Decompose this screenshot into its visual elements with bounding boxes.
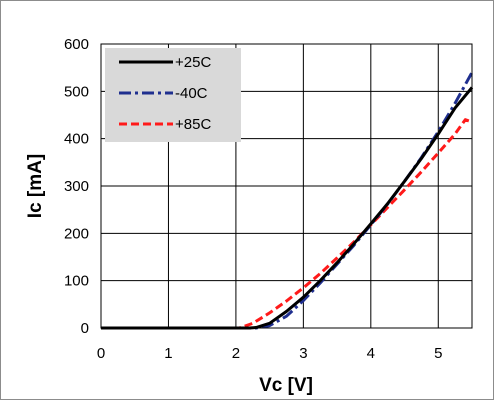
y-tick-label: 0 [81,320,89,337]
y-tick-label: 500 [64,83,89,100]
y-tick-label: 300 [64,178,89,195]
plot-border [100,43,473,329]
legend-label-1: -40C [175,85,208,102]
legend-label-2: +85C [175,116,211,133]
x-tick-label: 2 [232,345,240,362]
x-axis-title: Vc [V] [259,375,313,396]
x-tick-label: 3 [299,345,307,362]
y-tick-label: 100 [64,273,89,290]
y-tick-label: 400 [64,131,89,148]
y-tick-label: 600 [64,36,89,53]
x-tick-label: 1 [164,345,172,362]
x-tick-label: 0 [97,345,105,362]
x-tick-label: 5 [434,345,442,362]
y-axis-title: Ic [mA] [25,154,46,218]
legend-box [105,48,241,142]
legend: +25C -40C +85C [105,48,241,142]
tick-labels: 0 1 2 3 4 5 0 100 200 300 400 500 600 [64,36,442,362]
axes [100,43,473,329]
legend-label-0: +25C [175,54,211,71]
y-tick-label: 200 [64,225,89,242]
x-tick-label: 4 [367,345,375,362]
